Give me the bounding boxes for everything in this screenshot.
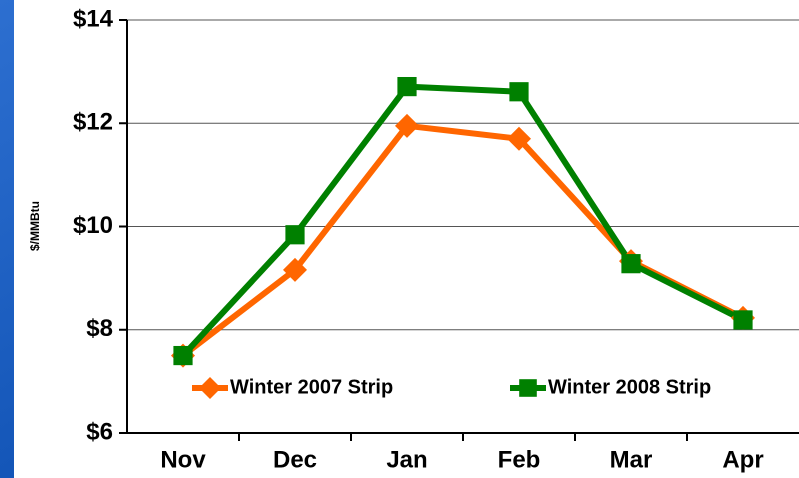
y-axis-label: $/MMBtu	[28, 201, 42, 251]
series-line	[180, 83, 745, 358]
data-point	[733, 310, 753, 330]
x-tick-label: Mar	[610, 446, 653, 473]
data-point	[285, 225, 305, 245]
x-tick-label: Dec	[273, 446, 317, 473]
legend-label: Winter 2008 Strip	[548, 376, 711, 398]
x-tick-label: Nov	[160, 446, 206, 473]
data-point	[397, 76, 417, 97]
y-tick-label: $12	[73, 109, 113, 136]
x-tick-label: Feb	[498, 446, 541, 473]
data-point	[395, 113, 419, 138]
data-point	[283, 257, 307, 282]
data-point	[509, 82, 529, 102]
y-tick-label: $6	[86, 418, 113, 445]
y-tick-label: $14	[73, 5, 114, 32]
x-tick-label: Apr	[722, 446, 763, 473]
legend-label: Winter 2007 Strip	[230, 376, 393, 398]
y-tick-label: $10	[73, 212, 113, 239]
y-tick-label: $8	[86, 315, 113, 342]
data-point	[173, 345, 193, 366]
x-tick-label: Jan	[386, 446, 427, 473]
legend-marker	[199, 377, 221, 399]
legend-marker	[519, 379, 537, 397]
data-point	[621, 254, 641, 274]
data-point	[507, 126, 531, 151]
